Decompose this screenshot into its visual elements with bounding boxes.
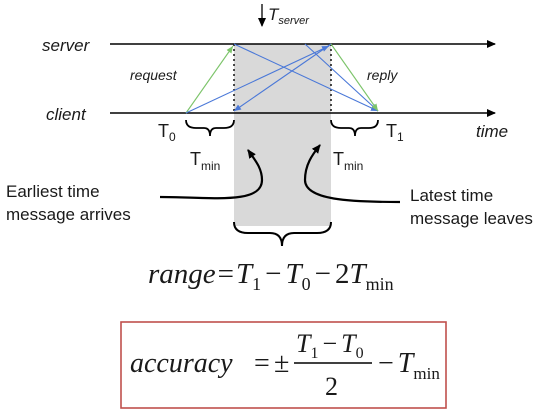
accuracy-denominator: 2 — [325, 372, 338, 401]
tmin-left-base: T — [190, 149, 201, 169]
t0-label: T0 — [158, 121, 176, 144]
t-server-base: T — [268, 5, 280, 24]
reply-arrow-a — [233, 43, 379, 112]
time-axis-label: time — [476, 122, 508, 141]
latest-callout-line2: message leaves — [410, 209, 533, 228]
range-minus1: − — [265, 258, 281, 290]
accuracy-num-t0-sub: 0 — [356, 345, 364, 362]
request-arrow-latest — [185, 45, 330, 114]
tmin-right-label: Tmin — [333, 149, 363, 173]
accuracy-num-t1-base: T — [296, 329, 312, 358]
reply-arrow-latest — [330, 43, 379, 112]
message-arrows — [185, 43, 379, 114]
range-t1-base: T — [236, 258, 254, 290]
tmin-right-brace — [330, 119, 379, 137]
accuracy-tmin-sub: min — [413, 364, 440, 383]
request-label: request — [130, 67, 178, 83]
reply-arrow-c — [304, 43, 379, 112]
t0-base: T — [158, 121, 169, 141]
t0-sub: 0 — [169, 130, 176, 144]
range-lhs: range — [148, 258, 216, 290]
range-brace — [233, 221, 332, 247]
range-t0-base: T — [286, 258, 304, 290]
server-label: server — [42, 36, 91, 55]
client-label: client — [46, 105, 87, 124]
range-t1-sub: 1 — [252, 274, 261, 294]
accuracy-eq: = — [254, 348, 270, 379]
tmin-left-label: Tmin — [190, 149, 220, 173]
earliest-callout-line2: message arrives — [6, 205, 131, 224]
reply-label: reply — [367, 67, 398, 83]
t-server-label: Tserver — [268, 5, 310, 27]
accuracy-box — [120, 321, 447, 409]
accuracy-tmin-base: T — [398, 348, 416, 379]
accuracy-numerator: T1− T0 — [296, 329, 364, 362]
tmin-right-base: T — [333, 149, 344, 169]
range-minus2: − — [315, 258, 331, 290]
accuracy-num-minus: − — [322, 329, 337, 358]
accuracy-minus: − — [378, 348, 394, 379]
earliest-callout-line1: Earliest time — [6, 182, 100, 201]
accuracy-pm: ± — [274, 348, 289, 379]
accuracy-num-t0-base: T — [341, 329, 357, 358]
t1-base: T — [386, 121, 397, 141]
range-tmin-sub: min — [366, 274, 394, 294]
t1-sub: 1 — [397, 130, 404, 144]
tmin-left-brace — [185, 119, 235, 137]
tmin-right-sub: min — [344, 159, 363, 173]
earliest-callout-arrow — [159, 149, 264, 200]
accuracy-lhs: accuracy — [130, 348, 233, 379]
range-t0-sub: 0 — [302, 274, 311, 294]
latest-callout-arrow — [303, 144, 401, 204]
accuracy-num-t1-sub: 1 — [310, 345, 318, 362]
request-arrow-earliest — [185, 45, 234, 114]
tmin-left-sub: min — [201, 159, 220, 173]
range-formula: range=T1− T0−2Tmin — [148, 258, 394, 294]
latest-callout-line1: Latest time — [410, 186, 493, 205]
shaded-range-region — [234, 44, 331, 226]
t-server-sub: server — [278, 15, 310, 27]
range-coef: 2 — [335, 258, 350, 290]
t1-label: T1 — [386, 121, 404, 144]
range-eq: = — [218, 258, 234, 290]
reply-arrow-b — [233, 43, 332, 112]
range-tmin-base: T — [350, 258, 368, 290]
accuracy-tail: − Tmin — [378, 348, 440, 383]
